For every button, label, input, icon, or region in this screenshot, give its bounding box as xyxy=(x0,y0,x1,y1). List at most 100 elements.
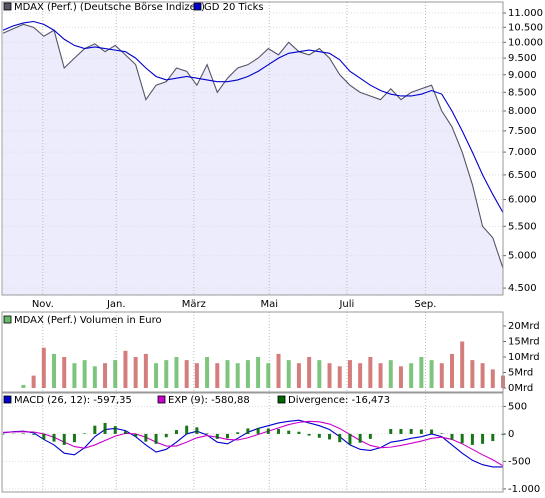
bar xyxy=(31,375,36,388)
bar xyxy=(297,431,301,434)
legend-label: EXP (9): -580,88 xyxy=(168,395,250,406)
x-tick-label: März xyxy=(182,299,206,310)
y-tick-label: 0Mrd xyxy=(508,383,533,394)
price-area xyxy=(3,24,503,296)
bar xyxy=(93,425,97,434)
bar xyxy=(72,363,77,388)
bar xyxy=(235,363,240,388)
bar xyxy=(83,433,87,434)
line xyxy=(2,20,504,213)
bar xyxy=(307,357,312,388)
y-tick-label: 20Mrd xyxy=(508,321,540,332)
bar xyxy=(287,430,291,434)
y-tick-label: 9.000 xyxy=(508,70,537,81)
bar xyxy=(266,428,270,434)
bar xyxy=(72,433,76,443)
y-tick-label: 5.500 xyxy=(508,221,537,232)
bar xyxy=(205,357,210,388)
panel: 0Mrd 5Mrd 10Mrd 15Mrd 20Mrd MDAX (Perf.) Volu… xyxy=(1,311,540,394)
legend-swatch xyxy=(157,395,166,404)
bar xyxy=(337,366,342,388)
legend-label: MDAX (Perf.) Volumen in Euro xyxy=(14,315,162,326)
bar xyxy=(419,429,423,434)
bar xyxy=(450,433,454,440)
y-tick-label: 7.500 xyxy=(508,126,537,137)
bar xyxy=(164,360,169,388)
bar xyxy=(113,360,118,388)
bar xyxy=(460,433,464,444)
legend-swatch xyxy=(3,315,12,324)
bar xyxy=(134,433,138,437)
bar xyxy=(378,363,383,388)
bar xyxy=(82,360,87,388)
y-tick-label: 8.000 xyxy=(508,106,537,117)
bar xyxy=(185,425,189,434)
x-tick-label: Juli xyxy=(338,299,354,310)
bar xyxy=(154,363,159,388)
y-tick-label: -1.000 xyxy=(508,484,540,495)
bar xyxy=(491,433,495,442)
bar xyxy=(409,363,414,388)
bar xyxy=(225,360,230,388)
bar xyxy=(236,432,240,434)
x-tick-label: Jan. xyxy=(106,299,126,310)
bar xyxy=(52,353,57,388)
bar xyxy=(205,433,209,434)
bar xyxy=(430,429,434,434)
y-tick-label: -500 xyxy=(508,456,531,467)
bar xyxy=(347,360,352,388)
bar xyxy=(398,366,403,388)
bar xyxy=(419,357,424,388)
bar xyxy=(358,363,363,388)
bar xyxy=(388,360,393,388)
bar xyxy=(256,357,261,388)
bar xyxy=(481,433,485,444)
y-tick-label: 5.000 xyxy=(508,251,537,262)
bar xyxy=(317,433,321,438)
panel-frame xyxy=(1,392,504,493)
y-tick-label: 500 xyxy=(508,401,527,412)
legend-label: MDAX (Perf.) (Deutsche Börse Indizes) xyxy=(14,2,205,13)
x-tick-label: Sep. xyxy=(414,299,436,310)
bar xyxy=(246,428,250,434)
bar xyxy=(143,353,148,388)
panel: 4.500 5.000 5.500 6.000 6.500 7.000 7.500 8.000… xyxy=(1,1,543,310)
bar xyxy=(470,433,474,445)
bar xyxy=(215,363,220,388)
bar xyxy=(144,433,148,442)
y-tick-label: 10.500 xyxy=(508,22,543,33)
legend-swatch xyxy=(3,2,12,11)
bar xyxy=(389,428,393,434)
bar xyxy=(52,433,56,442)
bar xyxy=(225,433,229,439)
bar xyxy=(133,357,138,388)
bar xyxy=(194,363,199,388)
bar xyxy=(328,433,332,440)
y-tick-label: 10Mrd xyxy=(508,352,540,363)
line xyxy=(2,419,503,468)
bar xyxy=(429,360,434,388)
y-tick-label: 4.500 xyxy=(508,283,537,294)
bar xyxy=(174,357,179,388)
bar xyxy=(245,360,250,388)
bar xyxy=(256,427,260,434)
y-tick-label: 9.500 xyxy=(508,53,537,64)
legend-swatch xyxy=(3,395,12,404)
y-tick-label: 7.000 xyxy=(508,147,537,158)
y-tick-label: 0 xyxy=(508,429,514,440)
bar xyxy=(327,363,332,388)
bar xyxy=(277,428,281,434)
y-tick-label: 15Mrd xyxy=(508,337,540,348)
bar xyxy=(164,433,168,438)
panel-frame xyxy=(1,311,504,393)
bar xyxy=(276,353,281,388)
bar xyxy=(32,433,36,435)
panel-frame xyxy=(1,1,504,296)
bar xyxy=(286,360,291,388)
bar xyxy=(62,433,66,445)
line xyxy=(2,420,504,467)
bar xyxy=(123,431,127,434)
bar xyxy=(1,433,5,435)
bar xyxy=(21,384,26,388)
bar xyxy=(21,433,25,434)
